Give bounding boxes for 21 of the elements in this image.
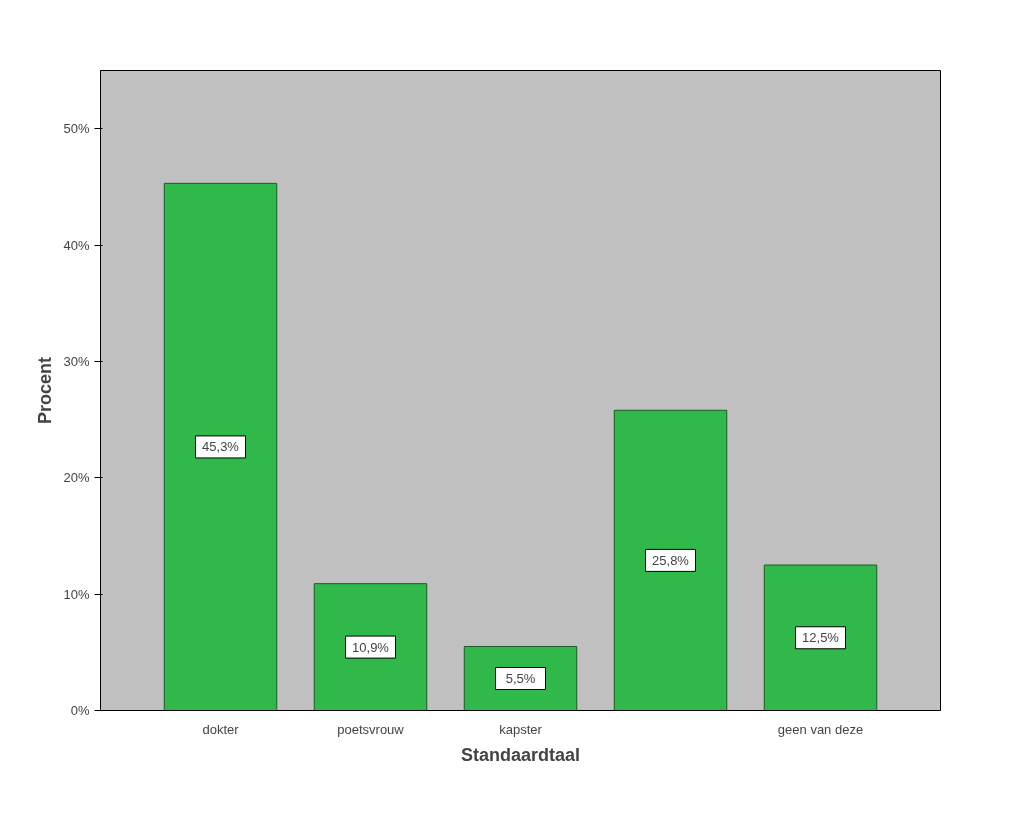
x-tick-label: poetsvrouw — [337, 721, 405, 737]
data-label: 12,5% — [802, 630, 840, 646]
y-axis-title: Procent — [35, 356, 56, 425]
x-tick-label: dokter — [202, 721, 240, 737]
bar — [763, 564, 878, 711]
y-tick-label: 30% — [63, 353, 90, 369]
y-tick-label: 0% — [70, 703, 90, 718]
data-label: 5,5% — [505, 671, 536, 686]
y-tick-label: 20% — [63, 470, 90, 486]
x-axis-title: Standaardtaal — [460, 744, 581, 765]
x-tick-label: kapster — [499, 721, 543, 737]
bar — [613, 409, 728, 711]
y-tick-label: 50% — [63, 121, 90, 137]
y-tick-label: 10% — [63, 586, 90, 602]
y-tick-label: 40% — [63, 237, 90, 253]
x-tick-label: geen van deze — [777, 721, 864, 737]
data-label: 10,9% — [352, 639, 390, 655]
data-label: 25,8% — [652, 552, 690, 568]
bar — [313, 583, 428, 711]
data-label: 45,3% — [202, 439, 240, 455]
bar — [163, 182, 278, 711]
